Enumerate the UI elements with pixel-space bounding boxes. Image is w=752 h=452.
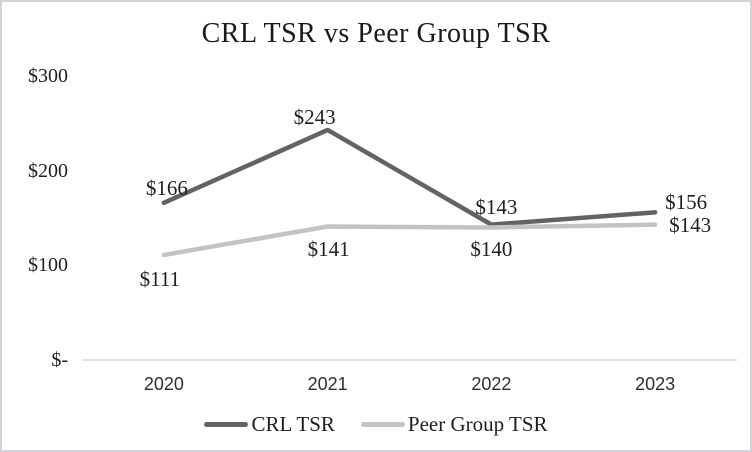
data-label-crl-tsr-2020: $166 xyxy=(145,175,188,200)
x-tick-2021: 2021 xyxy=(307,374,348,394)
legend-label: Peer Group TSR xyxy=(407,412,548,436)
legend-item-crl-tsr: CRL TSR xyxy=(204,411,335,437)
data-label-peer-group-tsr-2021: $141 xyxy=(307,236,350,261)
crl-tsr-line xyxy=(161,127,658,227)
x-tick-2020: 2020 xyxy=(143,374,184,394)
data-label-peer-group-tsr-2020: $111 xyxy=(139,266,181,291)
x-tick-2023: 2023 xyxy=(635,374,676,394)
peer-group-tsr-swatch-icon xyxy=(360,421,405,427)
y-tick-0: $- xyxy=(51,349,68,371)
x-tick-2022: 2022 xyxy=(471,374,512,394)
chart-title: CRL TSR vs Peer Group TSR xyxy=(201,18,551,49)
legend-item-peer-group-tsr: Peer Group TSR xyxy=(360,411,548,437)
crl-tsr-swatch-icon xyxy=(204,421,249,427)
data-label-crl-tsr-2021: $243 xyxy=(293,104,336,129)
data-label-peer-group-tsr-2023: $143 xyxy=(669,212,712,237)
y-tick-300: $300 xyxy=(28,65,68,87)
peer-group-tsr-line xyxy=(161,222,658,258)
chart-legend: CRL TSR Peer Group TSR xyxy=(2,411,750,437)
data-label-crl-tsr-2023: $156 xyxy=(665,190,708,215)
y-tick-200: $200 xyxy=(28,159,68,182)
data-label-peer-group-tsr-2022: $140 xyxy=(470,237,513,262)
data-label-crl-tsr-2022: $143 xyxy=(475,194,518,219)
legend-label: CRL TSR xyxy=(251,412,335,436)
y-tick-100: $100 xyxy=(28,254,68,277)
